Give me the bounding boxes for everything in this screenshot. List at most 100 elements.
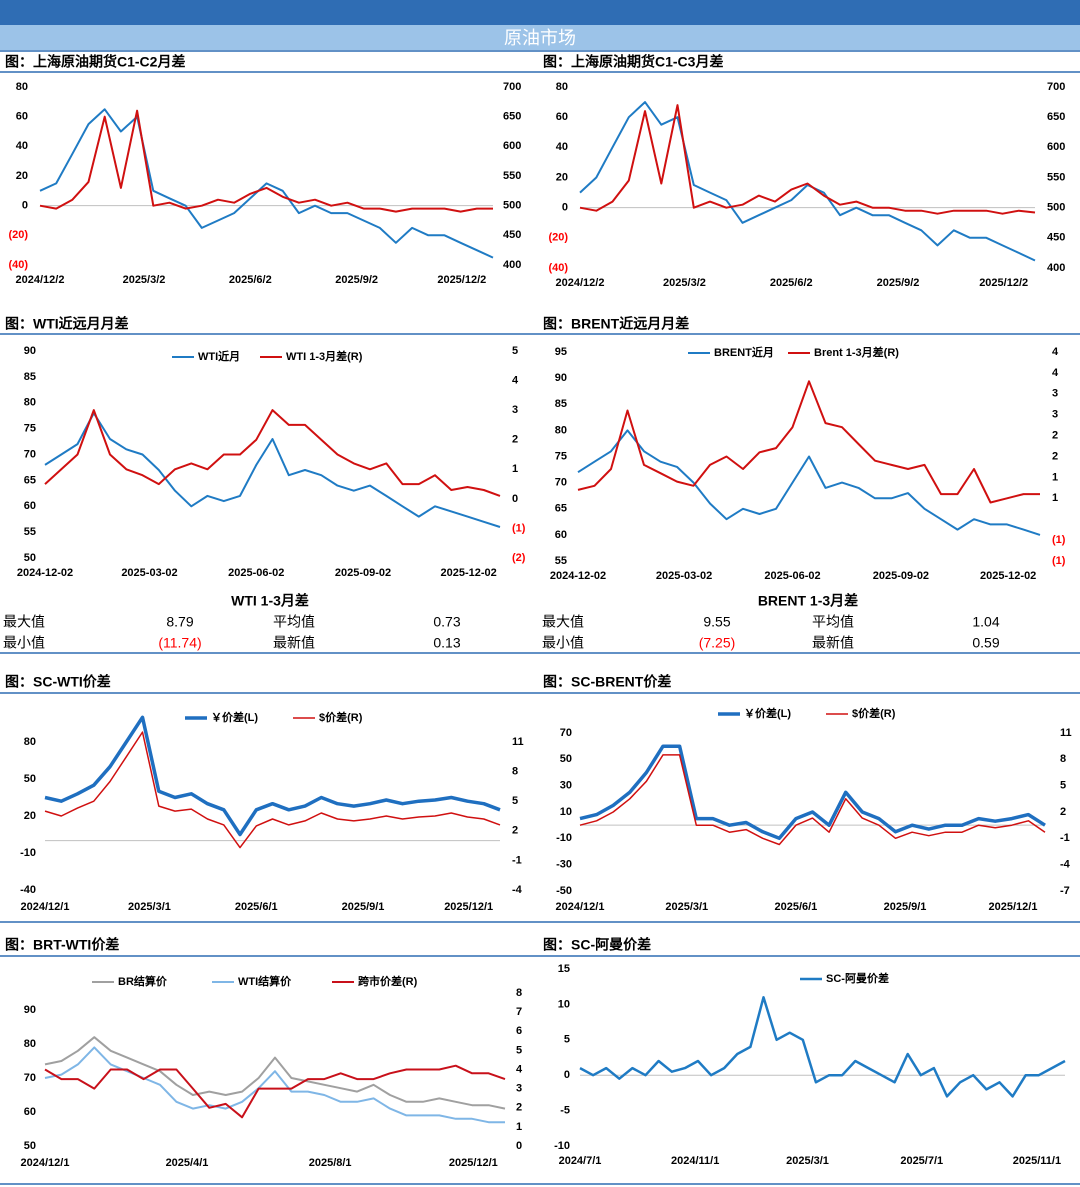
y-tick-label: -30 [556, 859, 572, 871]
x-tick-label: 2025/12/1 [989, 901, 1038, 913]
x-tick-label: 2025/3/1 [128, 901, 171, 913]
y2-tick-label: 3 [512, 404, 518, 416]
y-tick-label: 40 [16, 140, 28, 152]
x-tick-label: 2025/3/1 [665, 901, 708, 913]
y2-tick-label: 1 [1052, 492, 1058, 504]
y2-tick-label: -7 [1060, 885, 1070, 897]
y2-tick-label: 8 [512, 766, 518, 778]
x-tick-label: 2025/7/1 [900, 1155, 943, 1167]
x-tick-label: 2025/12/1 [444, 901, 493, 913]
x-tick-label: 2025/4/1 [166, 1157, 209, 1169]
x-tick-label: 2024/12/1 [21, 1157, 70, 1169]
stats-cell: (11.74) [158, 635, 201, 651]
y-tick-label: 70 [560, 727, 572, 739]
x-tick-label: 2024/7/1 [559, 1155, 602, 1167]
y2-tick-label: 2 [512, 434, 518, 446]
series-line [577, 380, 1040, 504]
y2-tick-label: 700 [503, 81, 521, 93]
x-tick-label: 2024/12/2 [556, 277, 605, 289]
y-tick-label: 80 [24, 1038, 36, 1050]
y2-tick-label: 1 [1052, 471, 1058, 483]
chart-title: 图：SC-WTI价差 [5, 674, 111, 690]
y2-tick-label: 3 [516, 1083, 522, 1095]
y-tick-label: 80 [24, 736, 36, 748]
series-line [44, 412, 501, 528]
series-line [579, 754, 1046, 846]
y-tick-label: 80 [24, 397, 36, 409]
x-tick-label: 2025/6/1 [235, 901, 278, 913]
legend-label: BRENT近月 [714, 345, 774, 359]
y2-tick-label: 3 [1052, 388, 1058, 400]
y-tick-label: 85 [555, 398, 567, 410]
y2-tick-label: -4 [1060, 859, 1071, 871]
x-tick-label: 2024-12-02 [550, 570, 606, 582]
stats-cell: (7.25) [699, 635, 736, 651]
y2-tick-label: 650 [503, 111, 521, 123]
series-line [44, 715, 501, 837]
x-tick-label: 2025-12-02 [441, 567, 497, 579]
x-tick-label: 2025-06-02 [228, 567, 284, 579]
y2-tick-label: 400 [1047, 262, 1065, 274]
y-tick-label: 0 [22, 200, 28, 212]
section-bar [0, 25, 1080, 50]
y-tick-label: 15 [558, 963, 570, 975]
series-line [579, 101, 1036, 262]
stats-cell: 0.73 [433, 614, 460, 630]
legend-label: WTI 1-3月差(R) [286, 349, 363, 363]
x-tick-label: 2025-09-02 [335, 567, 391, 579]
y2-tick-label: (1) [512, 522, 526, 534]
chart-title: 图：SC-BRENT价差 [543, 674, 671, 690]
stats-cell: 平均值 [812, 614, 854, 630]
y-tick-label: 90 [24, 345, 36, 357]
y2-tick-label: 400 [503, 259, 521, 271]
y-tick-label: 65 [555, 503, 567, 515]
legend-label: WTI结算价 [238, 974, 292, 988]
x-tick-label: 2025/11/1 [1013, 1155, 1061, 1167]
y2-tick-label: 4 [512, 374, 519, 386]
y2-tick-label: 0 [516, 1140, 522, 1152]
legend-label: BR结算价 [118, 974, 168, 988]
chart-title: 图：上海原油期货C1-C3月差 [543, 54, 723, 70]
top-bar [0, 0, 1080, 25]
x-tick-label: 2025-03-02 [121, 567, 177, 579]
series-line [44, 409, 501, 497]
y2-tick-label: -1 [512, 854, 522, 866]
x-tick-label: 2025/3/2 [663, 277, 706, 289]
x-tick-label: 2025/3/2 [123, 274, 166, 286]
y2-tick-label: 1 [516, 1121, 522, 1133]
x-tick-label: 2025/9/2 [335, 274, 378, 286]
stats-cell: 最大值 [542, 614, 584, 630]
y2-tick-label: 5 [516, 1044, 522, 1056]
x-tick-label: 2025/12/2 [979, 277, 1028, 289]
y-tick-label: 10 [558, 998, 570, 1010]
y-tick-label: 55 [555, 555, 567, 567]
stats-cell: 最新值 [273, 635, 315, 651]
y2-tick-label: 2 [1052, 430, 1058, 442]
section-title: 原油市场 [504, 28, 576, 48]
y2-tick-label: -1 [1060, 832, 1070, 844]
y2-tick-label: 1 [512, 463, 518, 475]
y2-tick-label: 6 [516, 1025, 522, 1037]
x-tick-label: 2024/12/1 [556, 901, 605, 913]
y-tick-label: 50 [24, 1140, 36, 1152]
x-tick-label: 2025/6/1 [774, 901, 817, 913]
stats-cell: 最新值 [812, 635, 854, 651]
y-tick-label: 10 [560, 806, 572, 818]
y-tick-label: 70 [24, 1072, 36, 1084]
legend-label: ￥价差(L) [744, 706, 791, 720]
y-tick-label: 60 [16, 111, 28, 123]
y-tick-label: 85 [24, 371, 36, 383]
y-tick-label: 60 [24, 1106, 36, 1118]
stats-cell: 0.13 [433, 635, 460, 651]
y2-tick-label: -4 [512, 884, 523, 896]
legend-label: SC-阿曼价差 [826, 971, 889, 985]
y-tick-label: 40 [556, 141, 568, 153]
y2-tick-label: (2) [512, 552, 526, 564]
stats-cell: 最小值 [3, 635, 45, 651]
y-tick-label: 20 [16, 170, 28, 182]
stats-cell: 最大值 [3, 614, 45, 630]
y2-tick-label: 11 [1060, 727, 1072, 739]
y2-tick-label: 2 [1060, 806, 1066, 818]
stats-cell: 最小值 [542, 635, 584, 651]
y2-tick-label: 4 [1052, 346, 1059, 358]
